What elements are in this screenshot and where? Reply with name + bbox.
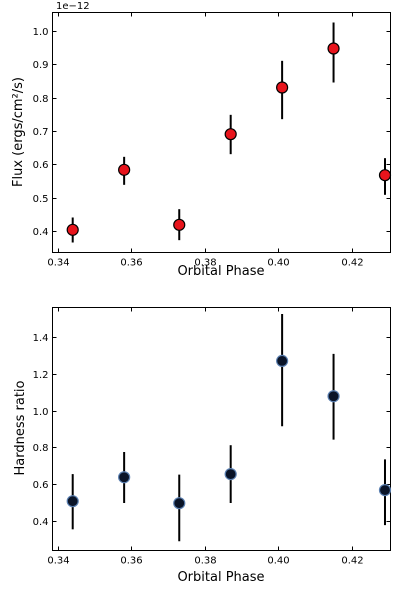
- flux-panel: 1e−12 0.34 0.36 0.38 0.40 0.42 0.40.50.60.70…: [11, 1, 392, 279]
- hardness-x-tick-label: 0.40: [267, 556, 289, 567]
- hardness-data-point: [66, 495, 79, 508]
- flux-data-point: [378, 169, 392, 182]
- hardness-x-tick-label: 0.34: [47, 556, 69, 567]
- flux-y-tick-label: 0.8: [33, 94, 49, 105]
- flux-points: [66, 42, 392, 236]
- flux-data-point: [276, 81, 289, 94]
- hardness-x-tick-label: 0.36: [120, 556, 142, 567]
- flux-x-axis-label: Orbital Phase: [177, 264, 264, 279]
- hardness-x-tick-label: 0.42: [341, 556, 363, 567]
- flux-y-tick-label: 1.0: [33, 27, 49, 38]
- hardness-y-tick-label: 1.4: [33, 333, 49, 344]
- flux-data-point: [118, 163, 131, 176]
- flux-y-offset-label: 1e−12: [56, 1, 90, 12]
- hardness-y-tick-label: 0.4: [33, 517, 49, 528]
- flux-y-tick-label: 0.7: [33, 127, 49, 138]
- flux-y-axis-label: Flux (ergs/cm²/s): [11, 77, 26, 187]
- flux-data-point: [173, 218, 186, 231]
- hardness-data-point: [173, 497, 186, 510]
- flux-y-tick-label: 0.6: [33, 160, 49, 171]
- flux-y-tick-label: 0.5: [33, 194, 49, 205]
- flux-x-tick-label: 0.42: [341, 258, 363, 269]
- hardness-panel: 0.34 0.36 0.38 0.40 0.42 0.40.60.81.01.21.4 …: [13, 307, 392, 585]
- hardness-data-point: [224, 468, 237, 481]
- hardness-y-tick-label: 0.8: [33, 443, 49, 454]
- flux-data-point: [224, 128, 237, 141]
- flux-x-ticks: 0.34 0.36 0.38 0.40 0.42: [47, 12, 364, 269]
- hardness-y-ticks: 0.4 0.6 0.8 1.0 1.2 1.4: [33, 333, 391, 528]
- hardness-y-tick-label: 0.6: [33, 480, 49, 491]
- flux-x-tick-label: 0.40: [267, 258, 289, 269]
- hardness-x-axis-label: Orbital Phase: [177, 570, 264, 585]
- flux-y-tick-label: 0.4: [33, 227, 49, 238]
- flux-plot-frame: [52, 12, 391, 253]
- flux-y-ticks: 0.4 0.5 0.6 0.7 0.8 0.9 1.0: [33, 27, 391, 238]
- hardness-error-bars: [71, 313, 386, 542]
- hardness-data-point: [118, 471, 131, 484]
- flux-y-tick-label: 0.9: [33, 60, 49, 71]
- hardness-data-point: [378, 484, 392, 497]
- flux-x-tick-label: 0.38: [194, 258, 216, 269]
- flux-x-tick-label: 0.36: [120, 258, 142, 269]
- flux-data-point: [327, 42, 340, 55]
- hardness-plot-frame: [52, 307, 391, 551]
- hardness-y-axis-label: Hardness ratio: [13, 380, 28, 475]
- hardness-x-ticks: 0.34 0.36 0.38 0.40 0.42: [47, 307, 364, 567]
- hardness-y-tick-label: 1.2: [33, 370, 49, 381]
- hardness-data-point: [327, 390, 340, 403]
- flux-x-tick-label: 0.34: [47, 258, 69, 269]
- flux-data-point: [66, 223, 79, 236]
- hardness-data-point: [276, 354, 289, 367]
- hardness-x-tick-label: 0.38: [194, 556, 216, 567]
- hardness-points: [66, 354, 392, 510]
- hardness-y-tick-label: 1.0: [33, 407, 49, 418]
